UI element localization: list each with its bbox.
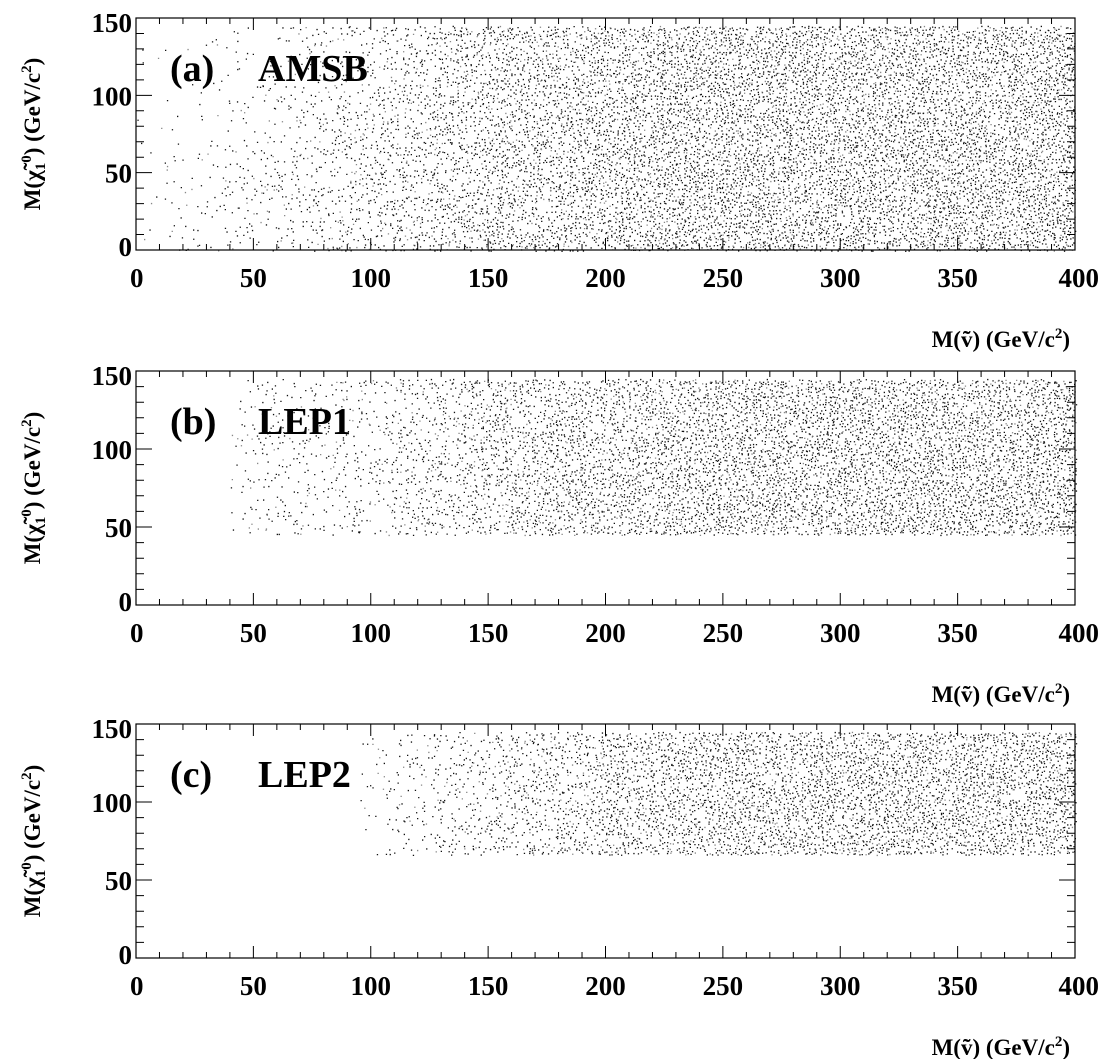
- axis-ticks: [135, 723, 1076, 959]
- y-tick-label: 150: [92, 361, 133, 391]
- scatter-points: [137, 25, 1077, 253]
- panel-title-b: LEP1: [258, 401, 351, 443]
- panel-label-c: (c): [170, 754, 212, 796]
- x-tick-label: 50: [240, 263, 267, 293]
- panel-a: (a) AMSB 0 50 100 150 200 250 300 350 400 0 50 100…: [19, 8, 1099, 352]
- y-tick-labels-b: 0 50 100 150: [92, 361, 133, 617]
- x-tick-labels-c: 0 50 100 150 200 250 300 350 400: [130, 971, 1099, 1001]
- scatter-points-light: [364, 731, 1076, 857]
- scatter-points-light: [144, 25, 1076, 252]
- x-tick-labels-a: 0 50 100 150 200 250 300 350 400: [130, 263, 1099, 293]
- panel-b: (b) LEP1 0 50 100 150 200 250 300 350 400 0 50 100…: [19, 361, 1099, 707]
- x-tick-label: 50: [240, 971, 267, 1001]
- y-tick-label: 50: [105, 866, 132, 896]
- y-tick-labels-c: 0 50 100 150: [92, 714, 133, 970]
- ticks-b: [135, 370, 1076, 606]
- x-tick-label: 0: [130, 971, 144, 1001]
- x-tick-label: 150: [468, 618, 509, 648]
- x-tick-label: 300: [820, 618, 861, 648]
- y-tick-label: 0: [119, 940, 133, 970]
- panel-label-b: (b): [170, 401, 216, 443]
- y-tick-label: 0: [119, 587, 133, 617]
- scatter-points-b: [230, 378, 1078, 537]
- x-tick-label: 50: [240, 618, 267, 648]
- y-axis-label-a: M(χ̃10) (GeV/c2): [19, 58, 49, 211]
- x-tick-label: 400: [1059, 971, 1100, 1001]
- panel-label-a: (a): [170, 48, 214, 90]
- x-tick-label: 300: [820, 263, 861, 293]
- x-tick-label: 0: [130, 263, 144, 293]
- x-axis-label-a: M(ṽ) (GeV/c2): [932, 326, 1070, 352]
- scatter-points: [230, 378, 1078, 537]
- x-tick-label: 150: [468, 971, 509, 1001]
- ticks-c: [135, 723, 1076, 959]
- scatter-points-light: [231, 379, 1077, 537]
- x-tick-label: 250: [703, 618, 744, 648]
- x-tick-label: 300: [820, 971, 861, 1001]
- x-tick-label: 0: [130, 618, 144, 648]
- x-axis-label-c: M(ṽ) (GeV/c2): [932, 1034, 1070, 1059]
- x-tick-label: 200: [585, 971, 626, 1001]
- y-tick-label: 0: [119, 232, 133, 262]
- scatter-points: [360, 731, 1078, 856]
- x-tick-label: 400: [1059, 263, 1100, 293]
- y-tick-label: 150: [92, 8, 133, 38]
- x-tick-label: 350: [937, 971, 978, 1001]
- x-tick-label: 200: [585, 263, 626, 293]
- x-tick-label: 100: [351, 618, 392, 648]
- panel-title-a: AMSB: [258, 48, 368, 90]
- y-axis-label-c: M(χ̃10) (GeV/c2): [19, 765, 49, 918]
- y-tick-label: 100: [92, 435, 133, 465]
- y-tick-labels-a: 0 50 100 150: [92, 8, 133, 262]
- x-tick-label: 250: [703, 971, 744, 1001]
- x-tick-label: 250: [703, 263, 744, 293]
- x-tick-labels-b: 0 50 100 150 200 250 300 350 400: [130, 618, 1099, 648]
- scatter-points-a: [137, 25, 1077, 253]
- y-tick-label: 50: [105, 513, 132, 543]
- x-tick-label: 400: [1059, 618, 1100, 648]
- x-tick-label: 100: [351, 263, 392, 293]
- x-tick-label: 350: [937, 618, 978, 648]
- x-tick-label: 150: [468, 263, 509, 293]
- y-tick-label: 150: [92, 714, 133, 744]
- x-tick-label: 100: [351, 971, 392, 1001]
- y-tick-label: 100: [92, 81, 133, 111]
- panel-title-c: LEP2: [258, 754, 351, 796]
- x-tick-label: 350: [937, 263, 978, 293]
- ticks-a: [135, 17, 1076, 251]
- axis-ticks: [135, 370, 1076, 606]
- scatter-points-c: [360, 731, 1078, 857]
- y-axis-label-b: M(χ̃10) (GeV/c2): [19, 412, 49, 565]
- y-tick-label: 100: [92, 788, 133, 818]
- x-tick-label: 200: [585, 618, 626, 648]
- x-axis-label-b: M(ṽ) (GeV/c2): [932, 681, 1070, 707]
- y-tick-label: 50: [105, 159, 132, 189]
- axis-ticks: [135, 17, 1076, 251]
- panel-c: (c) LEP2 0 50 100 150 200 250 300 350 400 0 50 100…: [19, 714, 1099, 1059]
